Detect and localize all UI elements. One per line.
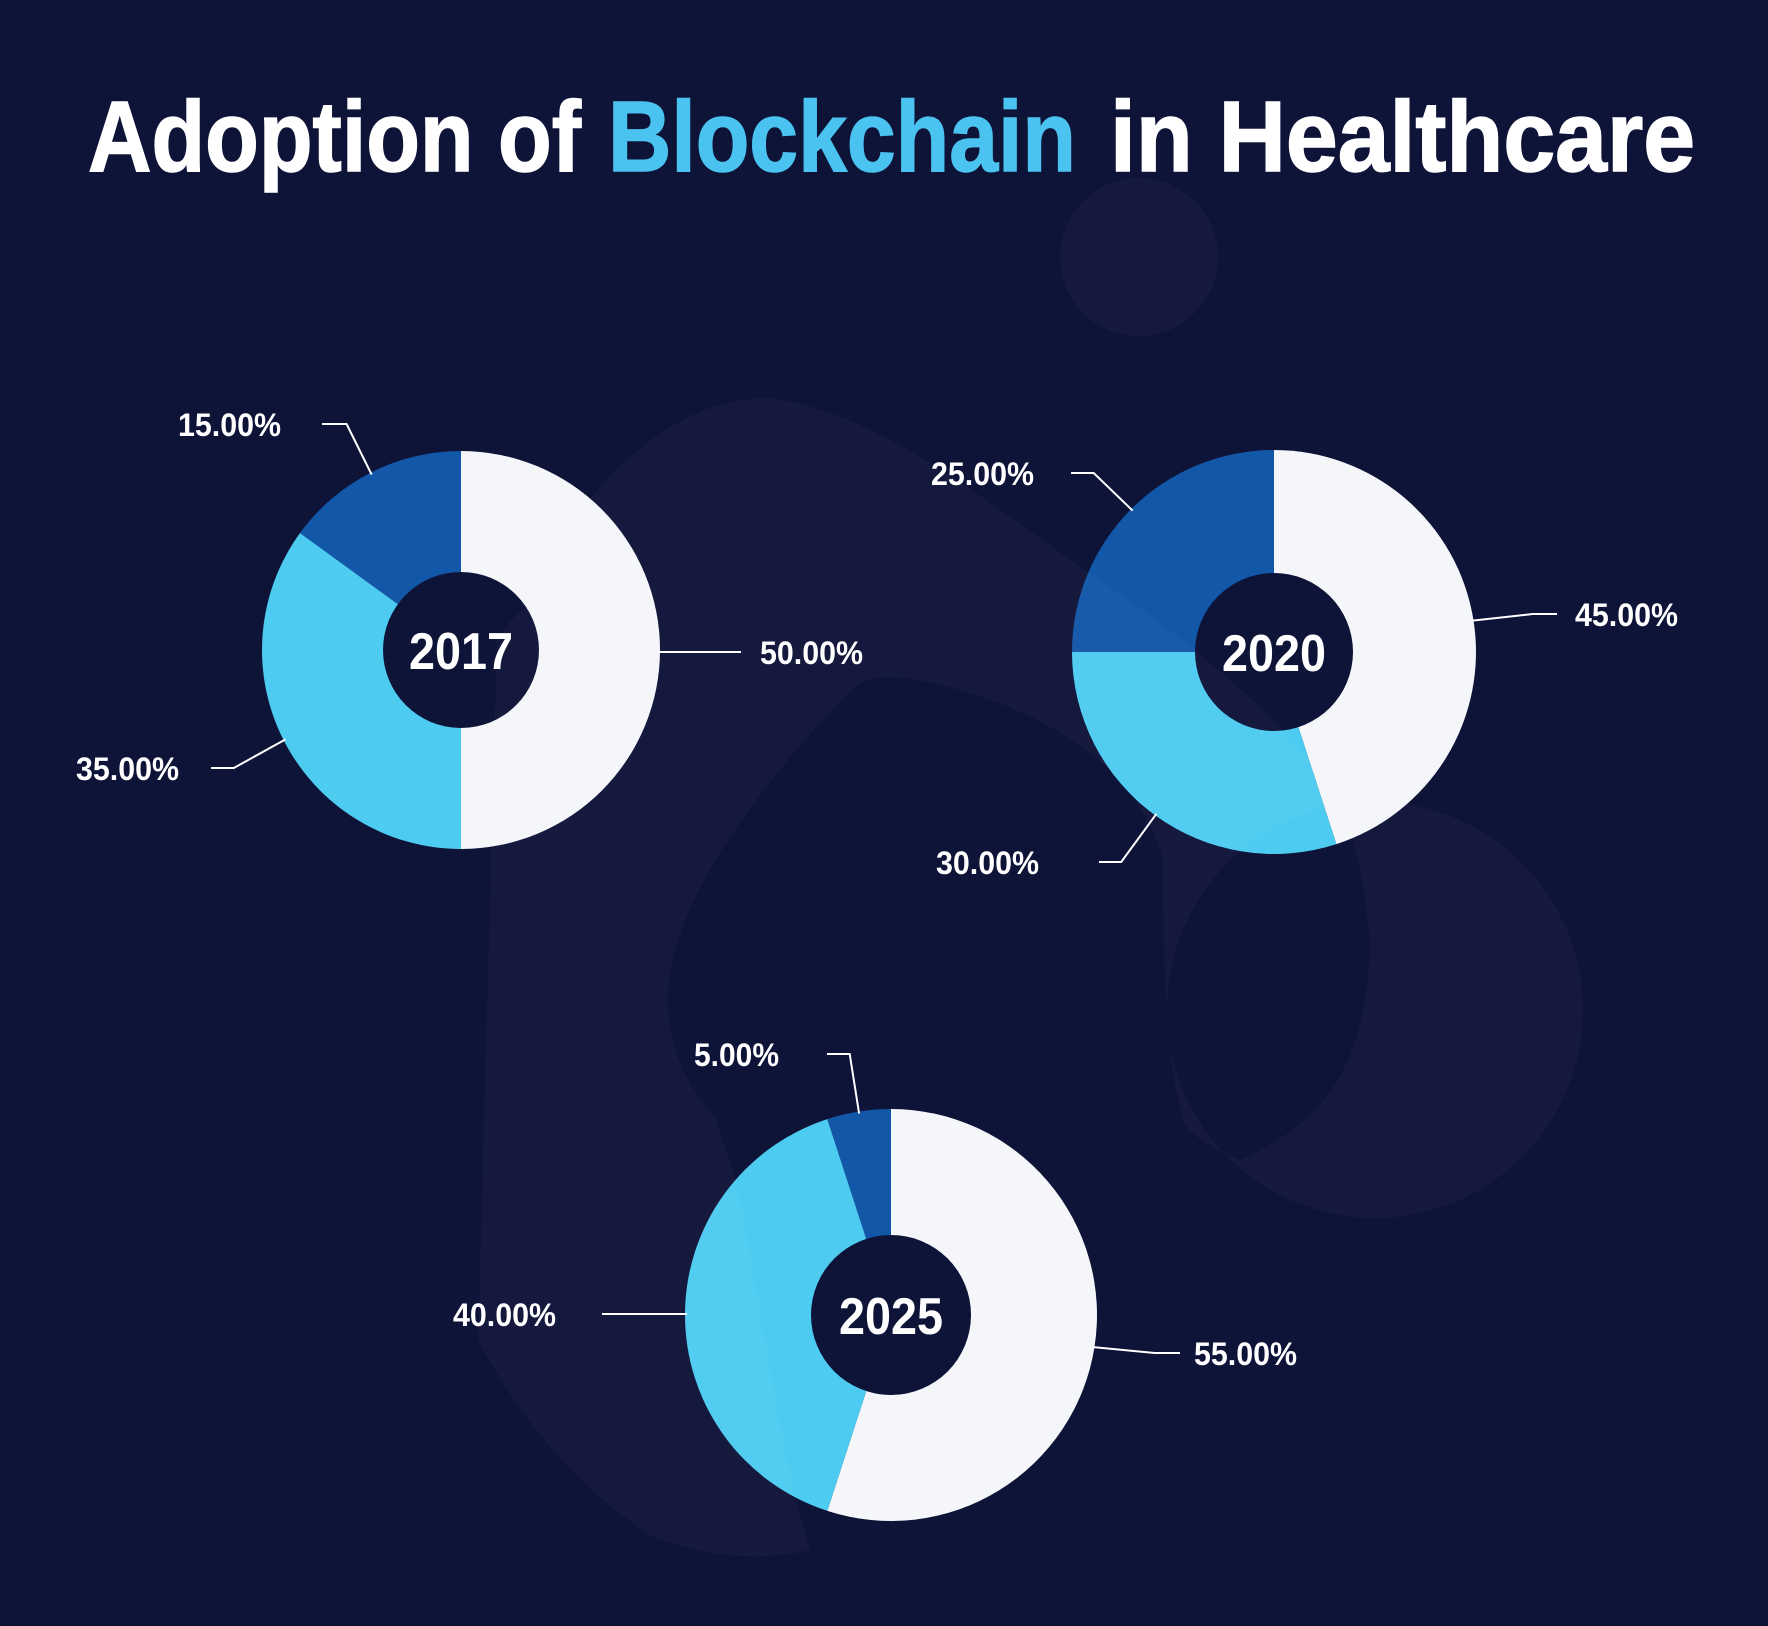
svg-text:30.00%: 30.00% [936,845,1039,881]
svg-text:Blockchain: Blockchain [608,81,1076,193]
svg-text:35.00%: 35.00% [76,751,179,787]
svg-text:50.00%: 50.00% [760,635,863,671]
svg-text:2025: 2025 [839,1288,943,1346]
svg-text:55.00%: 55.00% [1194,1336,1297,1372]
svg-text:Adoption of: Adoption of [88,81,582,193]
svg-text:5.00%: 5.00% [694,1037,779,1073]
svg-text:15.00%: 15.00% [178,407,281,443]
svg-text:40.00%: 40.00% [453,1297,556,1333]
svg-text:25.00%: 25.00% [931,456,1034,492]
svg-text:2017: 2017 [409,623,513,681]
svg-text:2020: 2020 [1222,625,1326,683]
svg-text:45.00%: 45.00% [1575,597,1678,633]
svg-text:in Healthcare: in Healthcare [1110,81,1695,193]
